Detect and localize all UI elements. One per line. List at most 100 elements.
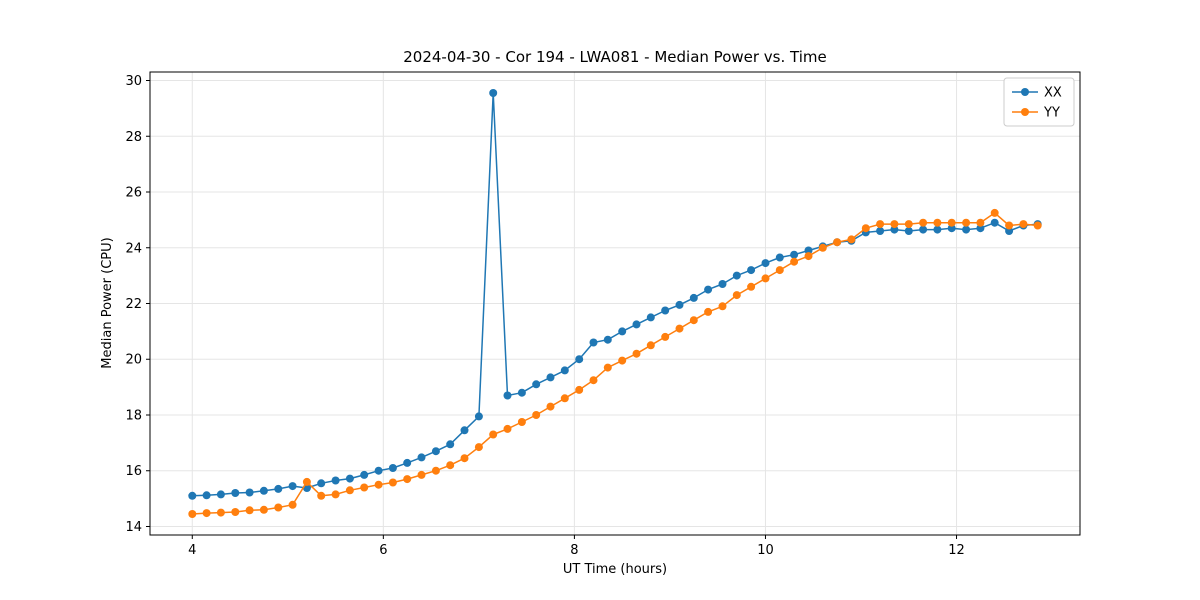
data-point-marker: [345, 486, 354, 495]
data-point-marker: [388, 464, 397, 472]
data-point-marker: [876, 227, 885, 235]
data-point-marker: [718, 280, 727, 288]
data-point-marker: [317, 479, 326, 488]
data-point-marker: [732, 291, 741, 300]
y-tick-label: 16: [125, 464, 142, 479]
data-point-marker: [904, 227, 913, 235]
data-point-marker: [259, 505, 268, 514]
y-tick-label: 28: [125, 130, 142, 145]
data-point-marker: [374, 480, 383, 489]
y-tick-label: 30: [125, 74, 142, 89]
data-point-marker: [317, 491, 326, 500]
data-point-marker: [474, 443, 483, 452]
legend-label: YY: [1043, 106, 1060, 121]
data-point-marker: [460, 454, 469, 463]
y-tick-label: 22: [125, 297, 142, 312]
data-point-marker: [288, 500, 297, 509]
data-point-marker: [732, 271, 741, 280]
y-tick-label: 24: [125, 241, 142, 256]
data-point-marker: [503, 424, 512, 433]
data-point-marker: [747, 282, 756, 291]
data-point-marker: [575, 355, 584, 364]
data-point-marker: [245, 488, 254, 497]
data-point-marker: [575, 385, 584, 394]
data-point-marker: [689, 316, 698, 325]
data-point-marker: [976, 218, 985, 227]
data-point-marker: [188, 510, 197, 518]
x-tick-label: 6: [379, 543, 387, 558]
data-point-marker: [345, 474, 354, 483]
axes-layer: 4 6 8 10 12 14 16 18 20 22 24 26 28 30: [125, 71, 1081, 558]
y-tick-label: 14: [125, 520, 142, 535]
y-tick-label: 18: [125, 408, 142, 423]
data-point-marker: [360, 470, 369, 479]
legend-box: [1003, 77, 1075, 127]
data-point-marker: [532, 411, 541, 419]
data-point-marker: [661, 332, 670, 341]
data-point-marker: [503, 391, 512, 400]
data-point-marker: [947, 224, 956, 233]
y-axis-label: Median Power (CPU): [100, 237, 115, 368]
x-tick-label: 12: [948, 543, 965, 558]
data-point-marker: [560, 394, 569, 403]
data-point-marker: [761, 259, 770, 268]
data-point-marker: [302, 477, 311, 486]
data-point-marker: [761, 274, 770, 283]
data-point-marker: [661, 306, 670, 315]
data-point-marker: [632, 320, 641, 329]
data-point-marker: [632, 349, 641, 358]
data-point-marker: [546, 373, 555, 382]
data-point-marker: [489, 89, 498, 97]
data-point-marker: [962, 218, 971, 227]
data-point-marker: [331, 490, 340, 499]
data-point-marker: [517, 388, 526, 397]
data-point-marker: [431, 447, 440, 456]
data-point-marker: [374, 466, 383, 475]
series-line-XX: [191, 92, 1039, 497]
data-point-marker: [861, 224, 870, 233]
x-axis-label: UT Time (hours): [563, 562, 667, 577]
data-point-marker: [188, 491, 197, 500]
data-point-marker: [603, 335, 612, 344]
chart-title: 2024-04-30 - Cor 194 - LWA081 - Median P…: [403, 48, 827, 66]
data-point-marker: [689, 293, 698, 302]
legend-label: XX: [1044, 86, 1062, 101]
data-point-marker: [775, 266, 784, 275]
data-point-marker: [274, 503, 283, 512]
legend-marker: [1021, 88, 1029, 96]
data-point-marker: [675, 300, 684, 309]
data-point-marker: [589, 338, 598, 347]
data-point-marker: [933, 225, 942, 234]
data-point-marker: [890, 225, 899, 234]
data-point-marker: [775, 253, 784, 262]
data-point-marker: [216, 508, 225, 517]
data-point-marker: [231, 489, 240, 497]
data-point-marker: [274, 484, 283, 493]
data-point-marker: [331, 476, 340, 485]
x-tick-label: 8: [570, 543, 578, 558]
data-point-marker: [833, 238, 842, 247]
data-point-marker: [790, 250, 799, 259]
data-point-marker: [388, 478, 397, 487]
data-point-marker: [933, 218, 942, 227]
data-point-marker: [804, 252, 813, 261]
data-point-marker: [532, 380, 541, 389]
data-point-marker: [460, 426, 469, 435]
data-point-marker: [403, 458, 412, 467]
data-point-marker: [231, 508, 240, 516]
data-point-marker: [560, 366, 569, 375]
data-point-marker: [474, 412, 483, 421]
data-point-marker: [245, 506, 254, 515]
data-point-marker: [804, 246, 813, 255]
grid-layer: [150, 72, 1080, 535]
data-point-marker: [431, 466, 440, 475]
data-point-marker: [747, 266, 756, 275]
data-point-marker: [1019, 220, 1028, 229]
data-point-marker: [962, 225, 971, 234]
data-point-marker: [618, 356, 627, 365]
data-point-marker: [990, 208, 999, 217]
data-point-marker: [202, 509, 211, 518]
data-point-marker: [417, 470, 426, 479]
data-point-marker: [675, 324, 684, 333]
data-point-marker: [919, 225, 928, 234]
